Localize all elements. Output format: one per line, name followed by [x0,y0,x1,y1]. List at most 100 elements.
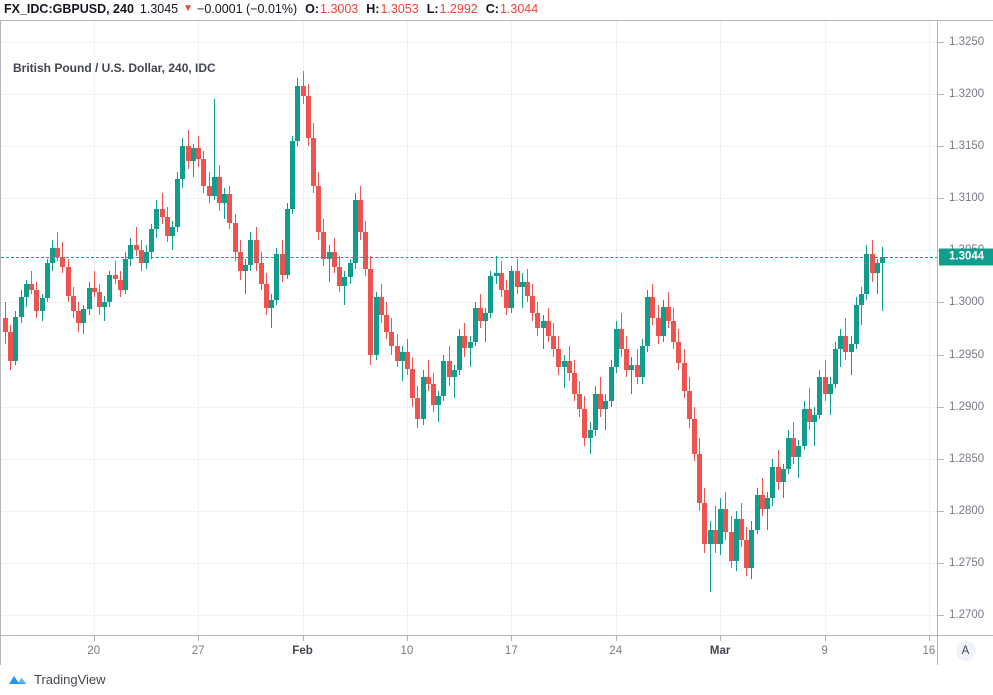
high-label: H: [366,1,380,16]
candle-body [233,223,238,253]
candle-body [248,239,253,265]
candle-body [833,349,838,384]
candle-body [81,308,86,324]
candle-body [760,495,765,509]
time-axis[interactable]: 20 27 Feb 10 17 24 Mar 9 16 [0,635,937,665]
candle-body [342,277,347,286]
candle-body [92,287,97,292]
candle-wick [470,335,471,368]
candle-wick [104,296,105,322]
candle-body [572,373,577,395]
axis-settings-corner[interactable]: A [937,635,993,665]
candle-body [421,377,426,420]
candle-body [227,194,232,224]
price-tick [938,563,944,565]
candle-body [311,137,316,186]
candle-wick [428,359,429,392]
low-label: L: [426,1,439,16]
candle-body [734,519,739,561]
candle-body [609,367,614,402]
price-gridline [1,198,937,200]
candle-body [160,208,165,217]
candle-body [212,177,217,197]
time-tick-label: 24 [609,645,623,657]
candle-wick [564,354,565,388]
candle-body [29,283,34,290]
candle-body [45,262,50,299]
close-value: 1.3044 [499,1,539,16]
candle-body [666,306,671,322]
auto-scale-button[interactable]: A [955,640,976,661]
candle-body [509,271,514,308]
candle-body [645,297,650,347]
candle-body [629,364,634,371]
candle-body [274,254,279,301]
candle-body [180,146,185,180]
candle-body [687,391,692,420]
candle-body [316,185,321,232]
candle-wick [214,99,215,201]
price-tick [938,615,944,617]
candle-body [468,342,473,349]
candle-body [671,321,676,343]
candle-body [781,469,786,482]
price-gridline [1,354,937,356]
candle-body [238,252,243,272]
price-tick-label: 1.2850 [949,452,985,465]
candle-body [327,252,332,259]
time-tick-label: Mar [709,645,731,657]
symbol-label[interactable]: FX_IDC:GBPUSD, 240 [4,1,134,16]
price-tick [938,510,944,512]
price-tick [938,198,944,200]
candle-body [864,254,869,295]
current-price-badge[interactable]: 1.3044 [939,248,993,266]
candle-body [880,256,885,263]
time-gridline [93,21,95,635]
candle-body [499,273,504,290]
candle-body [843,335,848,353]
candle-body [436,396,441,405]
time-tick [406,636,408,641]
candle-wick [522,273,523,308]
price-tick-label: 1.2800 [949,504,985,517]
time-tick-label: 27 [191,645,205,657]
candle-body [823,377,828,395]
candle-body [170,227,175,236]
candle-body [635,364,640,378]
candle-body [196,148,201,159]
price-tick-label: 1.2700 [949,609,985,622]
candle-body [525,281,530,297]
price-gridline [1,510,937,512]
candle-body [217,177,222,204]
candle-body [254,239,259,263]
candle-body [259,262,264,284]
candle-body [802,408,807,447]
candle-body [34,289,39,311]
tradingview-branding[interactable]: TradingView [8,672,106,687]
candle-body [504,289,509,308]
candle-wick [767,492,768,530]
time-tick [824,636,826,641]
candle-wick [57,231,58,261]
candle-body [515,271,520,287]
candle-wick [496,255,497,284]
candle-body [24,283,29,298]
candle-body [744,540,749,569]
chart-plot-area[interactable]: British Pound / U.S. Dollar, 240, IDC [0,20,937,635]
candle-body [19,297,24,318]
candle-body [321,231,326,259]
price-axis[interactable]: 1.32501.32001.31501.31001.30501.30001.29… [937,20,993,635]
candle-body [301,85,306,97]
tradingview-wordmark: TradingView [34,672,106,687]
candle-wick [605,394,606,430]
candle-body [859,294,864,305]
candle-body [66,267,71,297]
candle-body [535,312,540,329]
candle-body [353,200,358,263]
candle-body [264,283,269,308]
candle-wick [193,144,194,178]
price-gridline [1,41,937,43]
candle-body [186,146,191,161]
candle-wick [245,258,246,295]
